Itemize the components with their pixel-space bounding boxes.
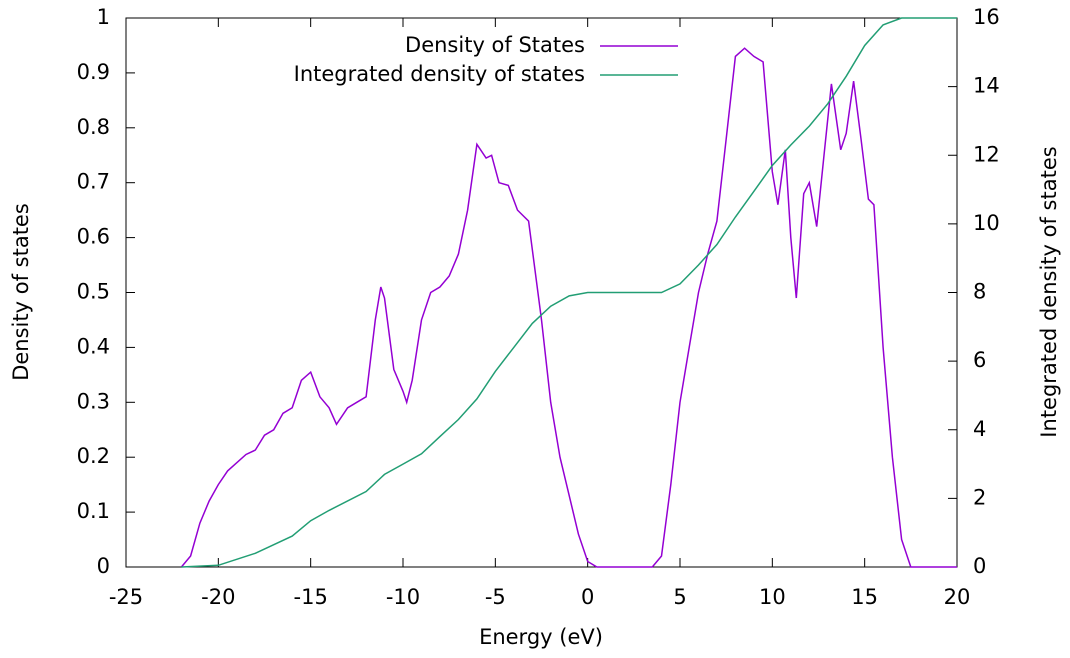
y2-tick-label: 8 [973, 280, 986, 304]
y-tick-label: 0.3 [77, 389, 110, 413]
y2-tick-label: 12 [973, 142, 1000, 166]
y2-tick-label: 4 [973, 417, 986, 441]
y2-tick-label: 10 [973, 211, 1000, 235]
plot-border [125, 17, 958, 568]
y-tick-label: 0.6 [77, 225, 110, 249]
x-tick-label: -10 [386, 585, 420, 609]
y2-tick-label: 6 [973, 348, 986, 372]
y-tick-label: 0.1 [77, 499, 110, 523]
y-tick-label: 0.8 [77, 115, 110, 139]
y2-tick-label: 2 [973, 485, 986, 509]
y-tick-label: 0.2 [77, 444, 110, 468]
legend-label: Density of States [405, 33, 585, 57]
x-axis-label: Energy (eV) [479, 625, 603, 649]
data-line [181, 17, 957, 568]
x-tick-label: 0 [581, 585, 594, 609]
x-tick-label: -5 [485, 585, 506, 609]
x-tick-label: -15 [294, 585, 328, 609]
y-tick-label: 0.4 [77, 334, 110, 358]
x-tick-label: -20 [201, 585, 235, 609]
x-tick-label: 10 [759, 585, 786, 609]
y-tick-label: 0.5 [77, 280, 110, 304]
y2-tick-label: 14 [973, 74, 1000, 98]
y-tick-label: 1 [97, 5, 110, 29]
y-axis-label: Density of states [9, 203, 33, 381]
x-tick-label: -25 [109, 585, 143, 609]
y-tick-label: 0 [97, 554, 110, 578]
x-tick-label: 5 [673, 585, 686, 609]
x-tick-label: 15 [851, 585, 878, 609]
data-line [180, 47, 957, 568]
y2-tick-label: 16 [973, 5, 1000, 29]
y-tick-label: 0.9 [77, 60, 110, 84]
y-tick-label: 0.7 [77, 170, 110, 194]
y2-axis-label: Integrated density of states [1037, 146, 1061, 437]
y2-tick-label: 0 [973, 554, 986, 578]
legend-label: Integrated density of states [294, 62, 585, 86]
x-tick-label: 20 [944, 585, 971, 609]
